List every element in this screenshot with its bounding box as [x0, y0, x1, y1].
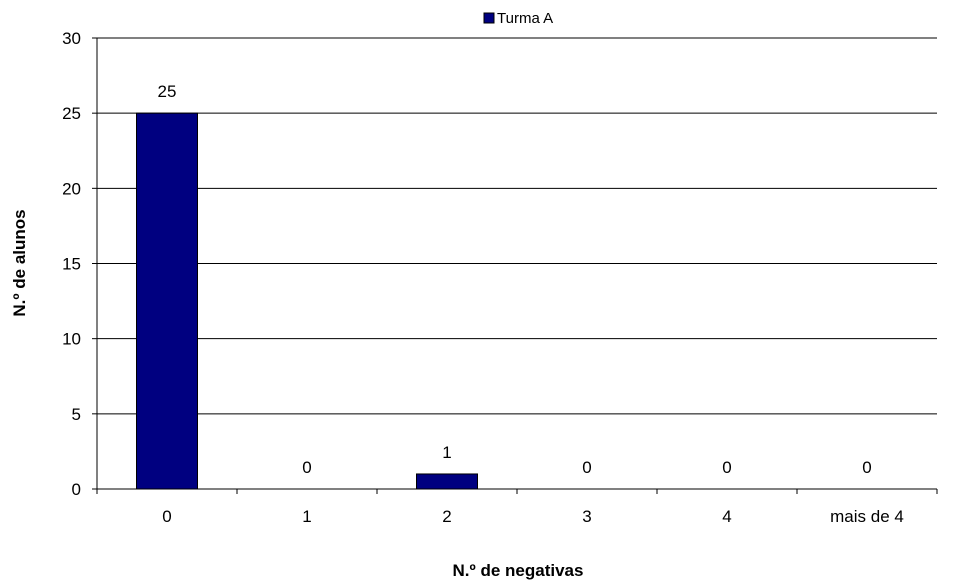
x-tick-label: 4: [722, 507, 731, 526]
legend-swatch: [483, 12, 495, 24]
y-tick-label: 5: [72, 405, 81, 424]
bars: [136, 112, 478, 490]
x-tick-label: 3: [582, 507, 591, 526]
legend: Turma A: [483, 10, 553, 27]
y-axis-title: N.º de alunos: [10, 209, 29, 316]
data-labels: 25 0 1 0 0 0: [158, 82, 872, 477]
x-tick-label: mais de 4: [830, 507, 904, 526]
y-tick-label: 10: [62, 330, 81, 349]
data-label: 25: [158, 82, 177, 101]
y-tick-label: 15: [62, 255, 81, 274]
x-tick-label: 0: [162, 507, 171, 526]
y-tick-label: 25: [62, 104, 81, 123]
grid-lines: [97, 37, 937, 415]
data-label: 1: [442, 443, 451, 462]
legend-label: Turma A: [497, 10, 553, 27]
data-label: 0: [722, 458, 731, 477]
x-axis-title: N.º de negativas: [453, 561, 584, 580]
data-label: 0: [862, 458, 871, 477]
y-tick-label: 20: [62, 179, 81, 198]
x-tick-label: 2: [442, 507, 451, 526]
data-label: 0: [302, 458, 311, 477]
y-tick-label: 0: [72, 480, 81, 499]
bar: [136, 112, 198, 490]
y-tick-label: 30: [62, 29, 81, 48]
data-label: 0: [582, 458, 591, 477]
bar: [416, 473, 478, 490]
x-tick-label: 1: [302, 507, 311, 526]
